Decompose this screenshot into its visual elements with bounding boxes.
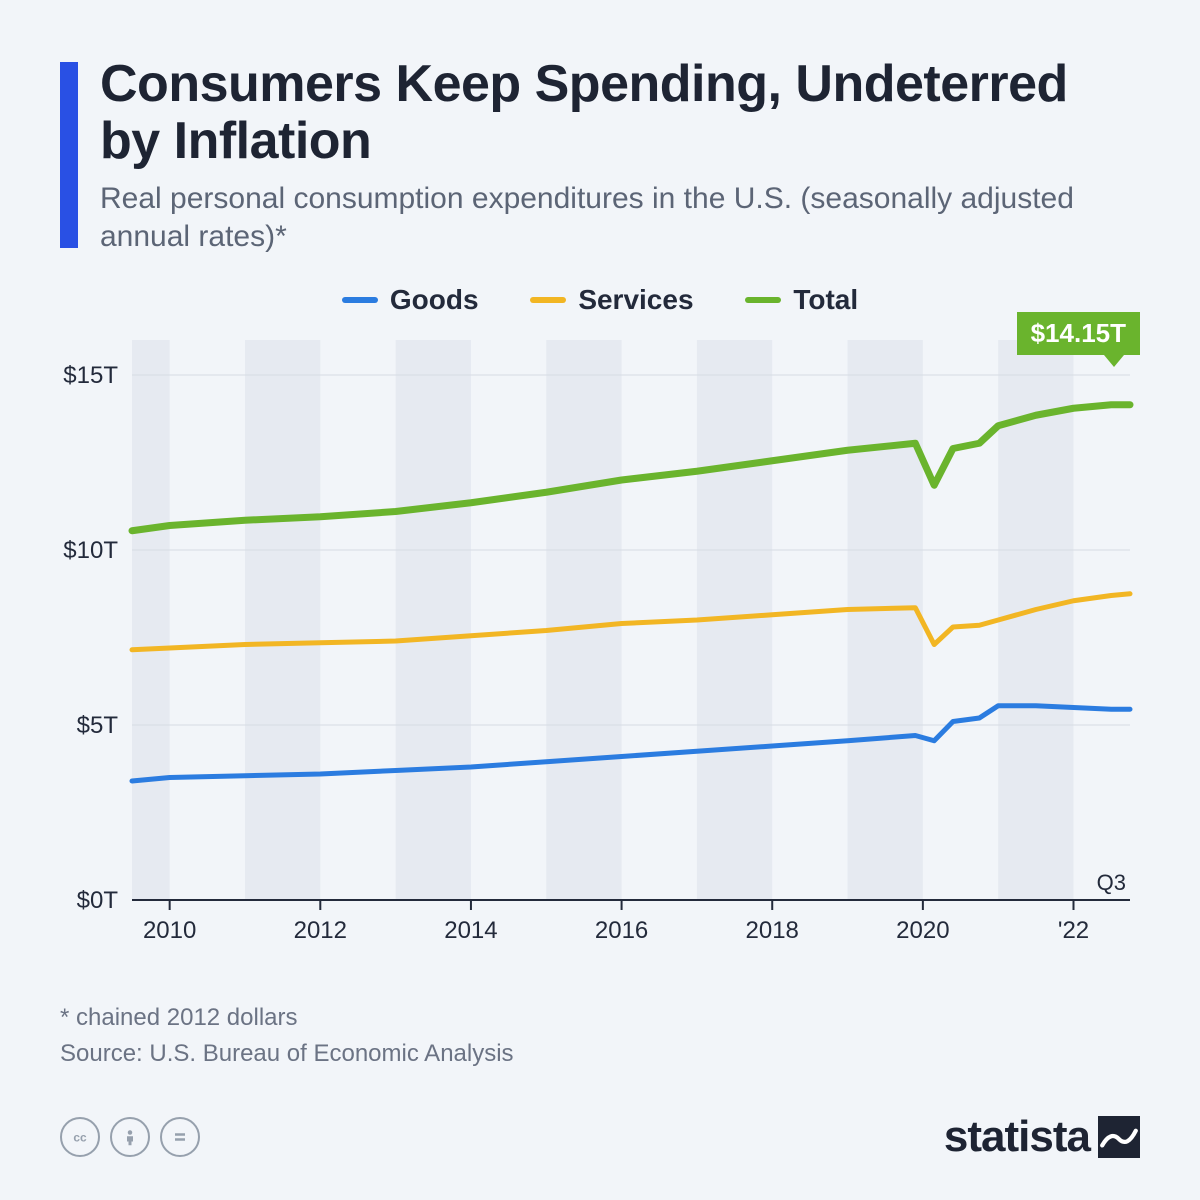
chart-area: $14.15T $0T$5T$10T$15T201020122014201620… [60,330,1140,960]
svg-text:2010: 2010 [143,917,196,944]
svg-text:2016: 2016 [595,917,648,944]
cc-icon: cc [60,1117,100,1157]
brand-wave-icon [1098,1116,1140,1158]
footnote-line-1: * chained 2012 dollars [60,1000,514,1036]
legend-item-goods: Goods [342,284,479,316]
legend-swatch-total [745,297,781,303]
accent-bar [60,62,78,248]
svg-text:$5T: $5T [77,712,119,739]
legend-swatch-goods [342,297,378,303]
svg-text:$10T: $10T [63,537,118,564]
brand-logo: statista [944,1112,1140,1162]
legend-label-goods: Goods [390,284,479,316]
svg-text:'22: '22 [1058,917,1089,944]
legend-item-services: Services [530,284,693,316]
line-chart: $0T $5T $10T $15T 2010 2012 2014 2016 2018 2020 '2… [60,330,1140,960]
svg-text:cc: cc [73,1131,87,1145]
chart-subtitle: Real personal consumption expenditures i… [100,180,1140,255]
svg-text:2012: 2012 [294,917,347,944]
footnote: * chained 2012 dollars Source: U.S. Bure… [60,1000,514,1072]
value-callout: $14.15T [1017,312,1140,355]
legend-label-services: Services [578,284,693,316]
license-icons: cc [60,1117,200,1157]
legend: Goods Services Total [0,278,1200,316]
svg-text:$0T: $0T [77,887,119,914]
svg-text:2018: 2018 [746,917,799,944]
legend-label-total: Total [793,284,858,316]
legend-swatch-services [530,297,566,303]
svg-text:$15T: $15T [63,362,118,389]
footnote-line-2: Source: U.S. Bureau of Economic Analysis [60,1036,514,1072]
svg-text:2014: 2014 [444,917,497,944]
by-icon [110,1117,150,1157]
footer: cc statista [60,1112,1140,1162]
legend-item-total: Total [745,284,858,316]
svg-text:Q3: Q3 [1097,870,1126,895]
svg-text:2020: 2020 [896,917,949,944]
chart-title: Consumers Keep Spending, Undeterred by I… [100,56,1140,170]
brand-text: statista [944,1112,1090,1162]
nd-icon [160,1117,200,1157]
